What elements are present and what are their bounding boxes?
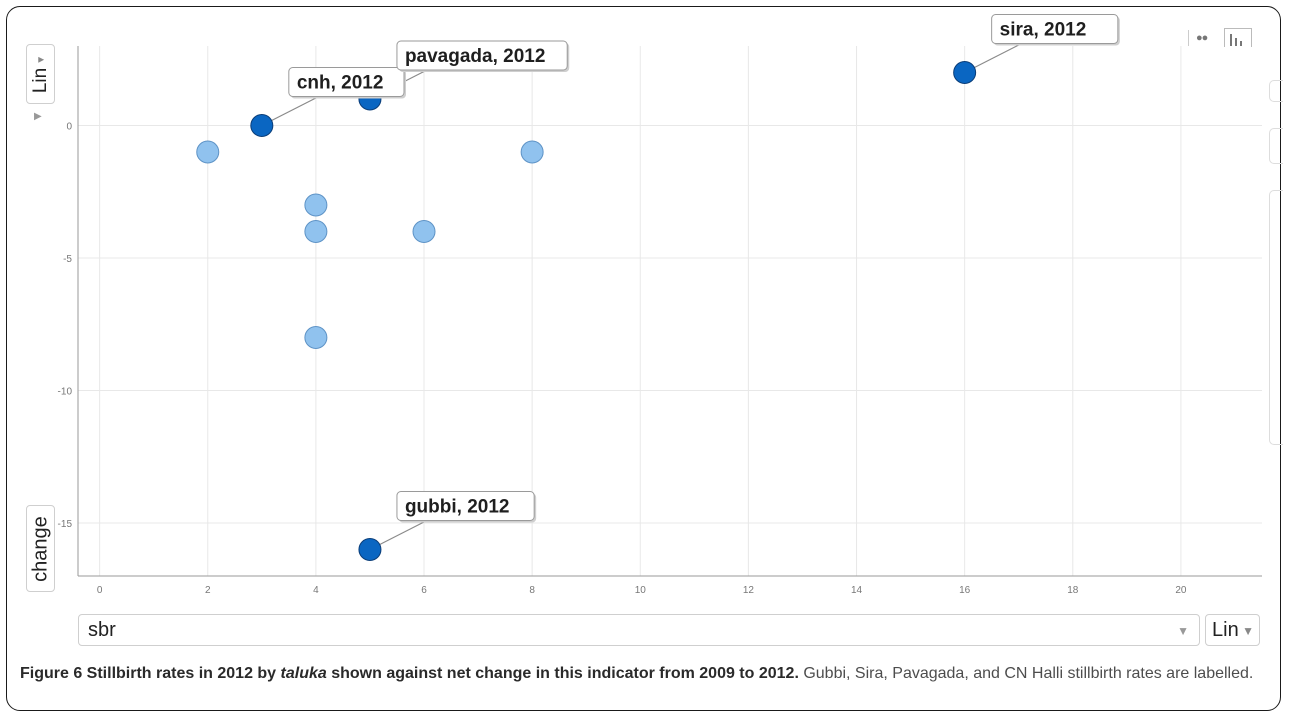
point-label-box	[288, 67, 405, 97]
x-tick-label: 18	[1067, 585, 1079, 596]
x-tick-label: 14	[851, 585, 863, 596]
caption-body: Gubbi, Sira, Pavagada, and CN Halli stil…	[798, 665, 1254, 682]
data-point[interactable]	[358, 538, 382, 561]
bubble-chart-icon[interactable]: ●●	[1196, 32, 1208, 44]
point-label-box	[396, 491, 535, 521]
x-tick-label: 16	[959, 585, 971, 596]
y-variable-label: change	[29, 515, 51, 582]
data-point[interactable]	[304, 326, 328, 349]
grid-lines	[78, 46, 1262, 576]
y-tick-label: -5	[63, 254, 72, 265]
x-tick-label: 4	[313, 585, 319, 596]
y-scale-label: Lin	[29, 67, 51, 94]
x-tick-label: 10	[635, 585, 647, 596]
point-label: gubbi, 2012	[396, 491, 537, 523]
point-label: cnh, 2012	[288, 67, 406, 99]
figure-caption: Figure 6 Stillbirth rates in 2012 by tal…	[20, 662, 1270, 686]
point-label: pavagada, 2012	[396, 40, 570, 72]
data-point[interactable]	[196, 140, 220, 164]
point-label-text: cnh, 2012	[297, 73, 384, 94]
x-tick-label: 0	[97, 585, 103, 596]
data-point[interactable]	[412, 220, 436, 243]
point-label: sira, 2012	[991, 14, 1120, 46]
data-point[interactable]	[304, 193, 328, 217]
point-label-text: gubbi, 2012	[405, 497, 510, 518]
data-points	[196, 61, 977, 561]
x-variable-selector[interactable]: sbr ▼	[78, 614, 1200, 646]
tick-labels: 0 2 4 6 8 10 12 14 16 18 20 0 -5 -10 -15	[58, 122, 1187, 597]
view-switcher: ●●	[1188, 28, 1262, 48]
x-variable-label: sbr	[88, 619, 116, 641]
bar-chart-icon[interactable]	[1224, 28, 1252, 47]
x-tick-label: 2	[205, 585, 211, 596]
side-panel-tab[interactable]	[1269, 128, 1283, 164]
x-variable-dropdown-icon: ▼	[1177, 624, 1189, 638]
view-switcher-divider	[1188, 30, 1189, 46]
caption-title: Figure 6 Stillbirth rates in 2012 by tal…	[20, 665, 799, 682]
point-label-box	[991, 14, 1119, 44]
y-tick-label: 0	[66, 122, 72, 133]
point-label-text: pavagada, 2012	[405, 46, 545, 67]
data-point[interactable]	[953, 61, 977, 84]
point-labels: cnh, 2012 pavagada, 2012 sira, 2012 gubbi, …	[288, 14, 1120, 523]
label-leaders	[261, 42, 1022, 551]
y-tick-label: -10	[58, 387, 73, 398]
y-axis-expand-icon[interactable]: ▶	[34, 111, 42, 122]
y-scale-dropdown-icon: ▼	[35, 54, 46, 65]
x-scale-dropdown-icon: ▼	[1242, 624, 1254, 638]
data-point[interactable]	[520, 140, 544, 164]
x-tick-label: 12	[743, 585, 755, 596]
y-tick-label: -15	[58, 519, 73, 530]
data-point[interactable]	[304, 220, 328, 243]
y-variable-selector[interactable]: change	[26, 505, 55, 592]
point-label-text: sira, 2012	[1000, 20, 1087, 41]
data-point[interactable]	[250, 114, 274, 137]
figure-frame	[6, 6, 1281, 711]
y-scale-selector[interactable]: Lin ▼	[26, 44, 55, 104]
axis-lines	[77, 46, 1262, 577]
point-label-box	[396, 40, 568, 71]
x-tick-label: 6	[421, 585, 427, 596]
x-scale-label: Lin	[1212, 619, 1239, 641]
x-tick-label: 8	[529, 585, 535, 596]
x-tick-label: 20	[1175, 585, 1187, 596]
side-panel-tab[interactable]	[1269, 80, 1283, 102]
x-scale-selector[interactable]: Lin ▼	[1205, 614, 1260, 646]
side-panel-tab[interactable]	[1269, 190, 1283, 445]
